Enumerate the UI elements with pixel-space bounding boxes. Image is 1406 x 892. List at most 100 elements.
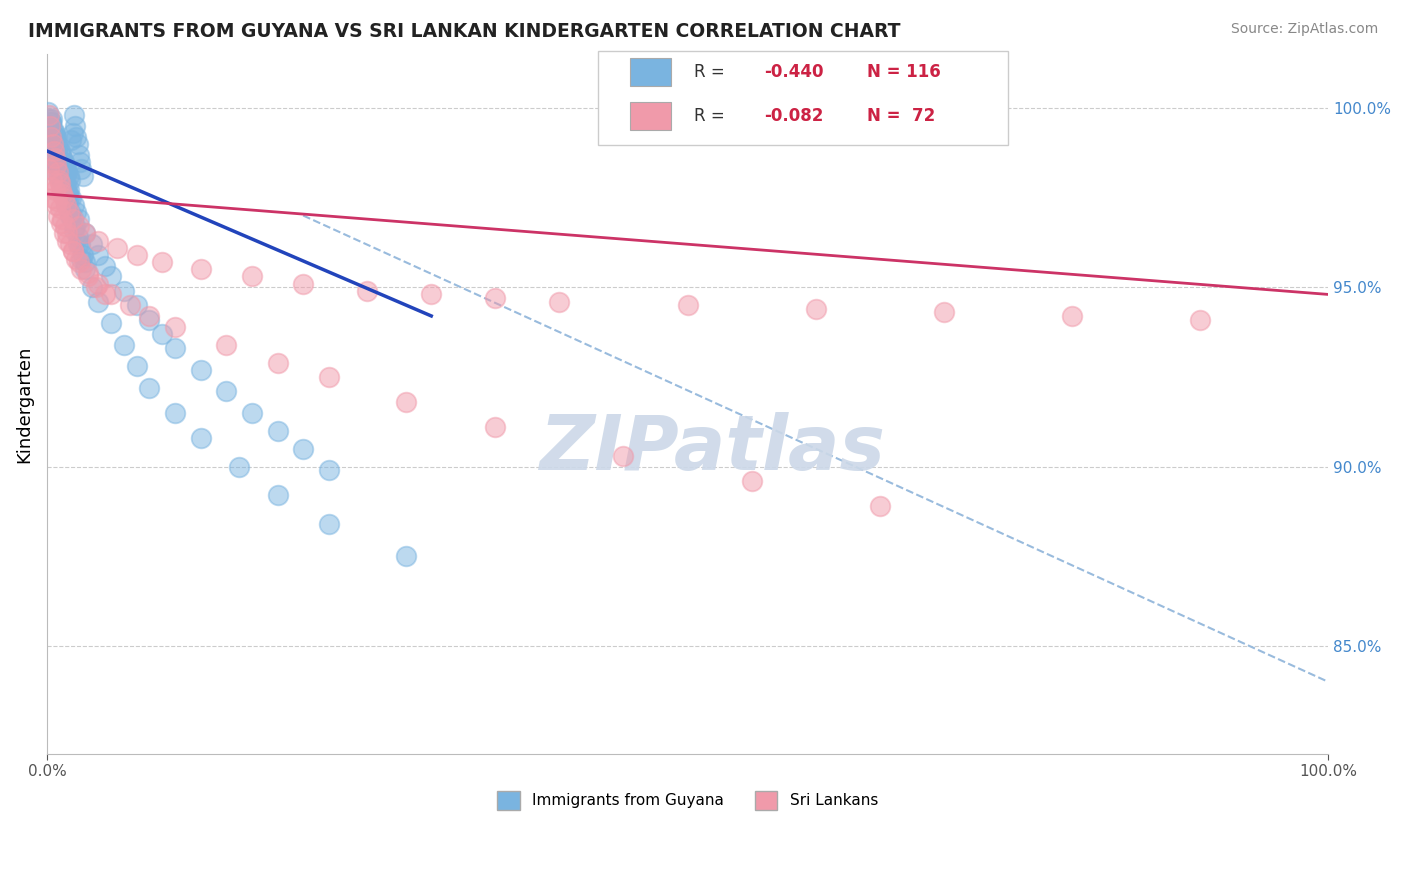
Point: [266, 424, 288, 438]
Point: [38, 112, 60, 126]
Point: [56, 165, 79, 179]
Point: [72, 169, 94, 183]
Point: [59, 205, 82, 219]
Point: [59, 209, 82, 223]
Point: [75, 262, 97, 277]
Text: -0.082: -0.082: [765, 107, 824, 125]
Point: [93, 287, 115, 301]
Point: [66, 237, 89, 252]
Point: [318, 370, 340, 384]
FancyBboxPatch shape: [630, 58, 671, 86]
Point: [125, 359, 148, 373]
Point: [39, 179, 62, 194]
Point: [44, 140, 66, 154]
Point: [869, 499, 891, 513]
Point: [49, 183, 72, 197]
Point: [55, 198, 77, 212]
Point: [87, 234, 110, 248]
Point: [48, 169, 70, 183]
Point: [138, 309, 160, 323]
Point: [44, 154, 66, 169]
Point: [41, 133, 63, 147]
Point: [75, 255, 97, 269]
Point: [150, 255, 173, 269]
Text: R =: R =: [695, 62, 730, 80]
Text: N = 116: N = 116: [868, 62, 941, 80]
Point: [45, 144, 67, 158]
FancyBboxPatch shape: [598, 51, 1008, 145]
Point: [56, 227, 79, 241]
Point: [41, 172, 63, 186]
Point: [59, 237, 82, 252]
Point: [41, 136, 63, 151]
Point: [70, 161, 93, 176]
Point: [51, 183, 73, 197]
Point: [52, 227, 75, 241]
Point: [51, 176, 73, 190]
Point: [120, 298, 142, 312]
Point: [292, 442, 315, 456]
Point: [49, 216, 72, 230]
Point: [46, 151, 69, 165]
Point: [58, 191, 80, 205]
Point: [395, 395, 418, 409]
Point: [395, 549, 418, 564]
Point: [484, 420, 506, 434]
Point: [190, 431, 212, 445]
Point: [41, 115, 63, 129]
Point: [55, 176, 77, 190]
FancyBboxPatch shape: [630, 102, 671, 129]
Point: [41, 129, 63, 144]
Point: [39, 129, 62, 144]
Point: [59, 172, 82, 186]
Point: [676, 298, 699, 312]
Point: [62, 244, 84, 259]
Point: [55, 198, 77, 212]
Text: N =  72: N = 72: [868, 107, 935, 125]
Point: [38, 108, 60, 122]
Point: [58, 205, 80, 219]
Point: [42, 144, 65, 158]
Point: [93, 259, 115, 273]
Point: [38, 161, 60, 176]
Point: [48, 158, 70, 172]
Text: IMMIGRANTS FROM GUYANA VS SRI LANKAN KINDERGARTEN CORRELATION CHART: IMMIGRANTS FROM GUYANA VS SRI LANKAN KIN…: [28, 22, 901, 41]
Point: [42, 191, 65, 205]
Point: [51, 186, 73, 201]
Point: [266, 355, 288, 369]
Point: [612, 449, 634, 463]
Point: [804, 301, 827, 316]
Point: [38, 119, 60, 133]
Point: [49, 161, 72, 176]
Point: [48, 140, 70, 154]
Point: [215, 337, 238, 351]
Text: ZIPatlas: ZIPatlas: [540, 411, 886, 485]
Point: [62, 244, 84, 259]
Point: [125, 298, 148, 312]
Point: [39, 119, 62, 133]
Point: [41, 112, 63, 126]
Point: [45, 151, 67, 165]
Point: [41, 126, 63, 140]
Point: [55, 179, 77, 194]
Point: [75, 227, 97, 241]
Point: [240, 269, 263, 284]
Point: [65, 129, 87, 144]
Point: [75, 227, 97, 241]
Point: [84, 280, 107, 294]
Point: [190, 262, 212, 277]
Point: [48, 172, 70, 186]
Point: [42, 122, 65, 136]
Point: [44, 126, 66, 140]
Point: [318, 463, 340, 477]
Point: [548, 294, 571, 309]
Point: [44, 147, 66, 161]
Point: [72, 248, 94, 262]
Point: [138, 312, 160, 326]
Point: [55, 161, 77, 176]
Point: [51, 212, 73, 227]
Point: [112, 337, 135, 351]
Point: [45, 198, 67, 212]
Point: [67, 255, 90, 269]
Point: [292, 277, 315, 291]
